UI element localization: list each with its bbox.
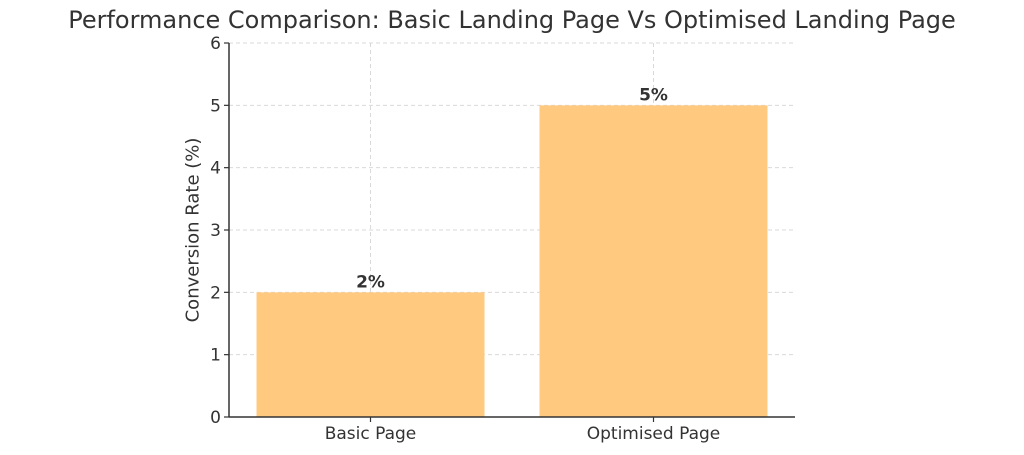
- y-tick-label: 0: [210, 408, 221, 428]
- chart-title: Performance Comparison: Basic Landing Pa…: [68, 6, 956, 34]
- bars: [256, 105, 768, 417]
- x-tick-label: Basic Page: [325, 424, 417, 444]
- y-tick-label: 3: [210, 221, 221, 241]
- y-tick-label: 5: [210, 96, 221, 116]
- data-label: 5%: [639, 85, 668, 105]
- bar: [539, 105, 768, 417]
- axes: [224, 42, 795, 422]
- bar: [256, 292, 485, 417]
- y-tick-label: 4: [210, 159, 221, 179]
- x-tick-label: Optimised Page: [587, 424, 721, 444]
- y-tick-label: 2: [210, 283, 221, 303]
- labels: 0 1 2 3 4 5 6 Basic Page 2% Optimised Page 5%: [210, 34, 720, 444]
- y-tick-label: 1: [210, 346, 221, 366]
- y-tick-label: 6: [210, 34, 221, 54]
- data-label: 2%: [356, 272, 385, 292]
